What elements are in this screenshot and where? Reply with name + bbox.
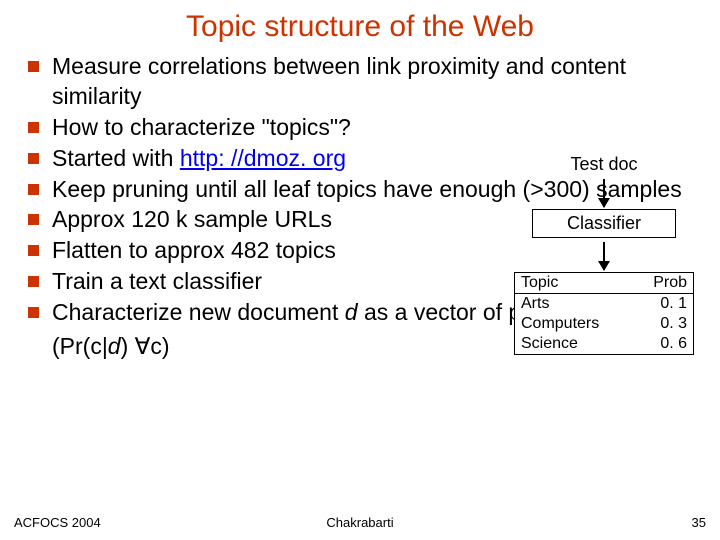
table-cell: Science [515, 334, 645, 354]
slide-number: 35 [692, 515, 706, 530]
table-cell: 0. 1 [645, 294, 693, 314]
slide-body: Measure correlations between link proxim… [0, 52, 720, 362]
table-cell: Arts [515, 294, 645, 314]
dmoz-link[interactable]: http: //dmoz. org [180, 145, 346, 171]
table-header: Prob [645, 273, 693, 293]
forall-symbol: ∀ [135, 334, 151, 359]
var-d: d [345, 299, 358, 325]
bullet-text: Train a text classifier [52, 268, 262, 294]
var-d: d [108, 333, 121, 359]
bullet-text: Measure correlations between link proxim… [52, 53, 626, 109]
arrow-down-icon [603, 179, 605, 207]
test-doc-label: Test doc [514, 154, 694, 175]
probability-table: Topic Prob Arts 0. 1 Computers 0. 3 Scie… [514, 272, 694, 355]
bullet-item: Measure correlations between link proxim… [28, 52, 700, 112]
bullet-text: Started with [52, 145, 180, 171]
table-row: Arts 0. 1 [515, 294, 693, 314]
footer-center: Chakrabarti [326, 515, 393, 530]
table-row: Computers 0. 3 [515, 314, 693, 334]
bullet-text: ) [121, 333, 135, 359]
table-cell: Computers [515, 314, 645, 334]
bullet-text: Characterize new document [52, 299, 345, 325]
bullet-text: How to characterize "topics"? [52, 114, 351, 140]
classifier-diagram: Test doc Classifier Topic Prob Arts 0. 1… [514, 154, 694, 355]
bullet-text: Approx 120 k sample URLs [52, 206, 332, 232]
table-header-row: Topic Prob [515, 273, 693, 294]
bullet-text: Flatten to approx 482 topics [52, 237, 336, 263]
table-row: Science 0. 6 [515, 334, 693, 354]
table-cell: 0. 3 [645, 314, 693, 334]
classifier-box: Classifier [532, 209, 676, 238]
bullet-item: How to characterize "topics"? [28, 113, 700, 143]
bullet-text: c) [150, 333, 169, 359]
table-header: Topic [515, 273, 645, 293]
slide-title: Topic structure of the Web [0, 0, 720, 52]
table-cell: 0. 6 [645, 334, 693, 354]
footer-left: ACFOCS 2004 [14, 515, 101, 530]
arrow-down-icon [603, 242, 605, 270]
